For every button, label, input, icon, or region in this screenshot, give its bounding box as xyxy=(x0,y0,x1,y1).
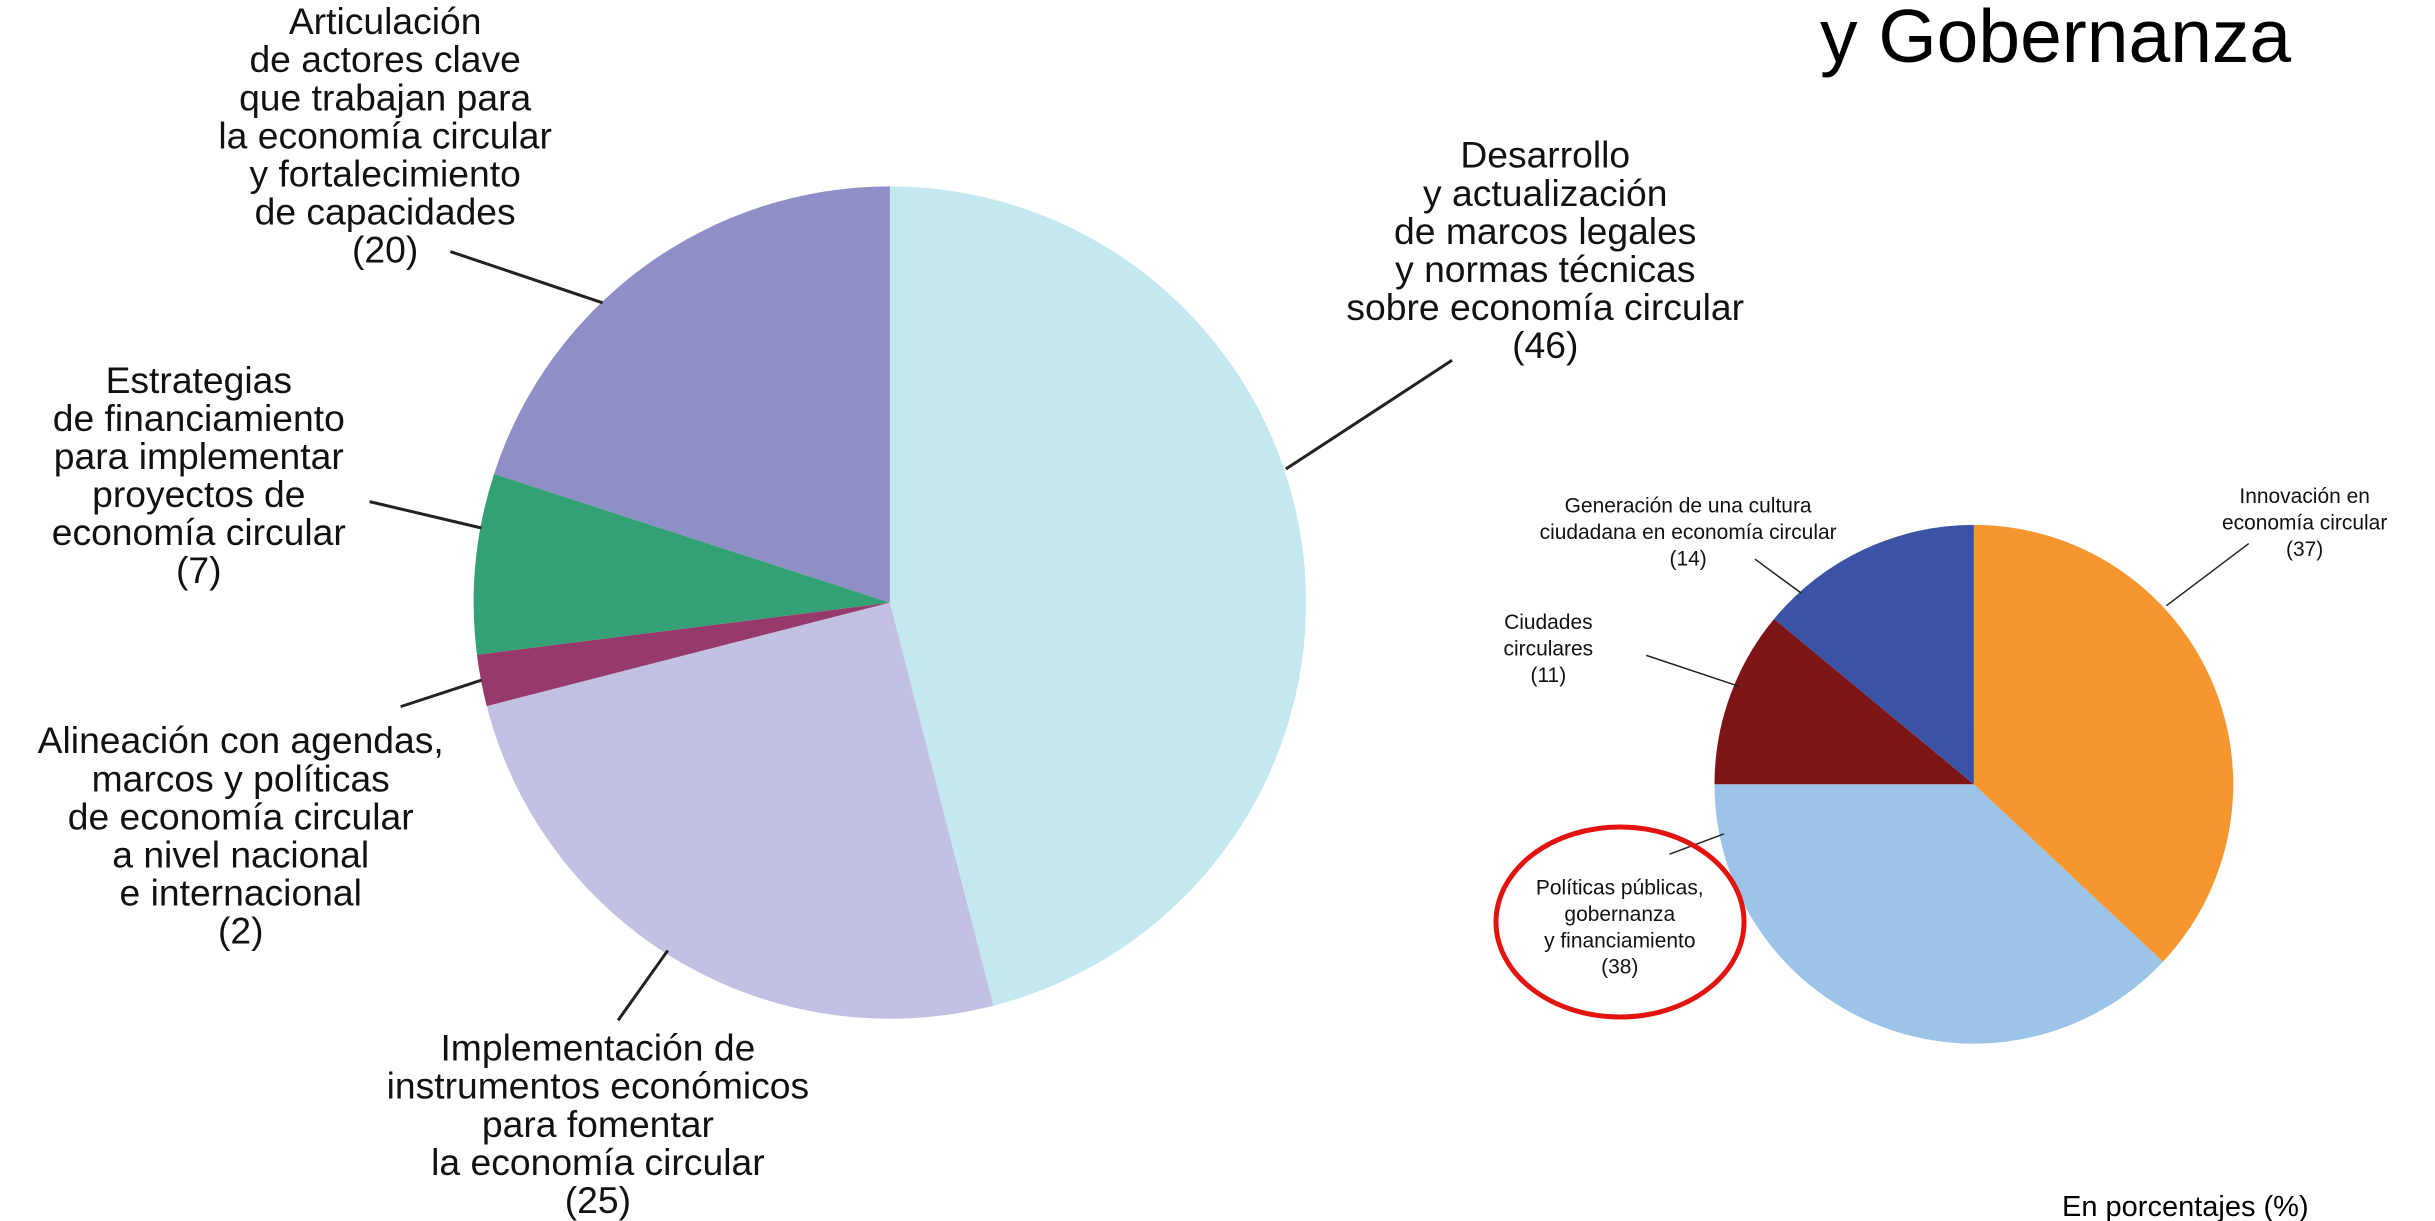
leader-line xyxy=(369,500,482,530)
value-label: (14) xyxy=(1669,547,1706,570)
label-line: instrumentos económicos xyxy=(387,1065,810,1107)
pie-slice xyxy=(1774,524,1974,785)
leader-line xyxy=(449,250,604,305)
label-line: y actualización xyxy=(1423,172,1667,214)
label-line: gobernanza xyxy=(1564,903,1675,926)
label-line: para implementar xyxy=(54,435,344,477)
label-line: y normas técnicas xyxy=(1395,248,1695,290)
slice-label: Innovación en economía circular (37) xyxy=(2222,485,2387,561)
label-line: de capacidades xyxy=(255,190,516,232)
note: En porcentajes (%) xyxy=(2062,1191,2309,1221)
label-line: de financiamiento xyxy=(53,397,345,439)
label-line: y financiamiento xyxy=(1544,929,1695,952)
label-line: economía circular xyxy=(2222,512,2387,535)
label-line: economía circular xyxy=(52,511,346,553)
label-line: Políticas públicas, xyxy=(1536,877,1704,900)
label-line: circulares xyxy=(1504,637,1594,660)
leader-line xyxy=(1285,359,1453,471)
leader-line xyxy=(1645,654,1740,688)
slice-label: Implementación de instrumentos económicos… xyxy=(387,1027,810,1221)
label-line: Articulación xyxy=(289,0,482,42)
label-line: y fortalecimiento xyxy=(249,152,520,194)
pie-slice xyxy=(476,602,890,707)
value-label: (37) xyxy=(2286,538,2323,561)
value-label: (25) xyxy=(565,1179,631,1221)
value-label: (20) xyxy=(352,228,418,270)
label-line: Desarrollo xyxy=(1460,134,1630,176)
label-line: e internacional xyxy=(120,871,362,913)
pie-slice xyxy=(494,186,890,603)
pie-slice xyxy=(1973,524,2234,962)
pie-slice xyxy=(486,602,994,1019)
slice-label: Ciudades circulares (11) xyxy=(1504,611,1594,687)
label-line: proyectos de xyxy=(92,473,305,515)
label-line: para fomentar xyxy=(482,1103,714,1145)
label-line: Generación de una cultura xyxy=(1565,494,1812,517)
value-label: (2) xyxy=(218,909,264,951)
label-line: que trabajan para xyxy=(239,76,531,118)
value-label: (7) xyxy=(176,549,222,591)
pie-slice xyxy=(889,186,1307,1006)
pie-slice xyxy=(473,473,890,655)
pie xyxy=(1714,524,2234,1044)
label-line: Estrategias xyxy=(106,359,292,401)
label-line: a nivel nacional xyxy=(112,833,369,875)
title: y Gobernanza xyxy=(1820,0,2291,78)
label-line: de economía circular xyxy=(68,795,414,837)
slice-label: Generación de una cultura ciudadana en ec… xyxy=(1540,494,1837,570)
pie-slice xyxy=(1714,784,2163,1044)
value-label: (46) xyxy=(1512,324,1578,366)
highlight-circle xyxy=(1493,824,1747,1020)
label-line: la economía circular xyxy=(431,1141,764,1183)
label-line: Ciudades xyxy=(1504,611,1593,634)
slice-label: Desarrollo y actualización de marcos legal… xyxy=(1346,134,1744,366)
value-label: (38) xyxy=(1601,956,1638,979)
leader-line xyxy=(400,678,482,709)
pie-slice xyxy=(1714,618,1974,785)
label-line: la economía circular xyxy=(218,114,551,156)
leader-line xyxy=(616,949,670,1022)
slice-label: Políticas públicas, gobernanza y financiam… xyxy=(1536,877,1704,979)
label-line: Implementación de xyxy=(440,1027,755,1069)
label-line: de actores clave xyxy=(249,38,520,80)
leader-line xyxy=(1669,833,1725,855)
label-line: de marcos legales xyxy=(1394,210,1696,252)
pie xyxy=(473,186,1307,1019)
label-line: marcos y políticas xyxy=(92,757,390,799)
leader-line xyxy=(1754,558,1802,594)
value-label: (11) xyxy=(1530,664,1566,687)
slice-label: Estrategias de financiamiento para impleme… xyxy=(52,359,346,591)
label-line: Innovación en xyxy=(2239,485,2369,508)
slice-label: Articulación de actores clave que trabajan… xyxy=(218,0,551,270)
label-line: Alineación con agendas, xyxy=(38,719,444,761)
label-line: sobre economía circular xyxy=(1346,286,1744,328)
slice-label: Alineación con agendas, marcos y política… xyxy=(38,719,444,951)
leader-line xyxy=(2165,542,2250,607)
label-line: ciudadana en economía circular xyxy=(1540,521,1837,544)
